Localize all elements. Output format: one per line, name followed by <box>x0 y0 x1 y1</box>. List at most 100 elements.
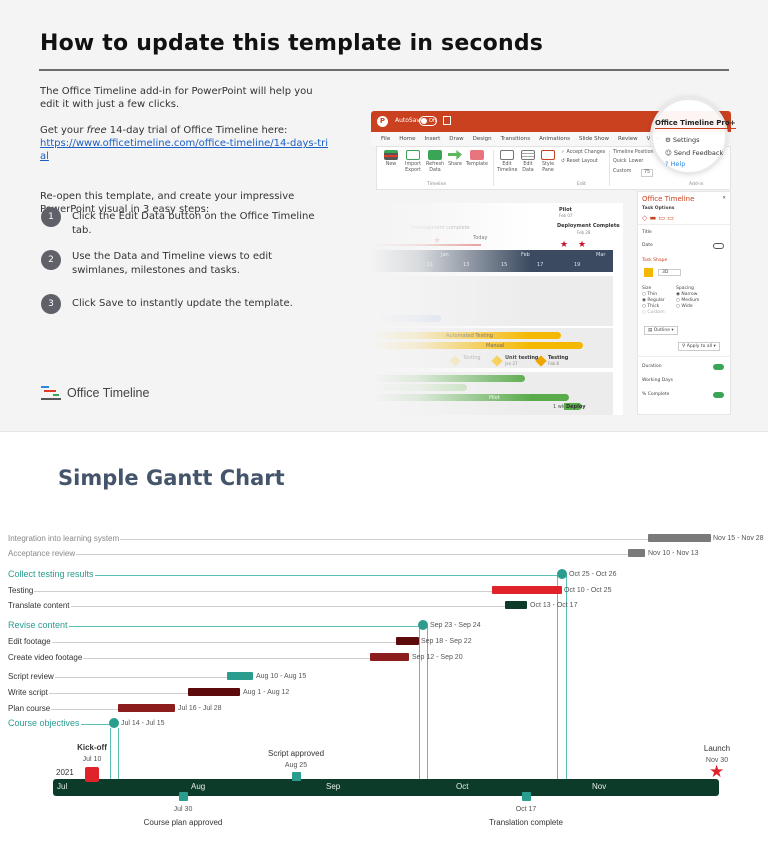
kickoff-square-icon[interactable] <box>85 767 99 782</box>
task-bar[interactable] <box>396 637 419 645</box>
apply-to-all-button[interactable]: ⚲ Apply to all ▾ <box>678 342 720 351</box>
shape-select[interactable]: 3D <box>658 269 682 276</box>
launch-star-icon[interactable]: ★ <box>709 762 725 782</box>
size-thin[interactable]: ○ Thin <box>642 292 658 297</box>
task-label: Testing <box>8 585 35 596</box>
refresh-data-button[interactable]: Refresh Data <box>426 150 444 174</box>
tab-home[interactable]: Home <box>399 136 416 142</box>
tab-slide-show[interactable]: Slide Show <box>579 136 610 142</box>
size-custom[interactable]: ○ Custom <box>642 310 665 315</box>
logo-text: Office Timeline <box>67 386 150 400</box>
milestone-connector <box>557 575 558 779</box>
script-approved-square-icon[interactable] <box>292 772 301 781</box>
gantt-row: Integration into learning system Nov 15 … <box>8 533 768 545</box>
trial-prefix: Get your <box>40 125 87 136</box>
step-text: Use the Data and Timeline views to edit … <box>72 251 273 276</box>
step-text: Click Save to instantly update the templ… <box>72 298 293 309</box>
reset-layout-button[interactable]: ↺ Reset Layout <box>561 159 598 165</box>
help-button[interactable]: ? Help <box>665 160 685 168</box>
tab-insert[interactable]: Insert <box>424 136 441 142</box>
milestone-connector <box>110 728 111 779</box>
color-swatch[interactable] <box>644 268 653 277</box>
spacing-wide[interactable]: ○ Wide <box>676 304 693 309</box>
row-leader-line <box>8 606 505 607</box>
milestone-pilot: Pilot <box>559 207 572 213</box>
edit-data-icon <box>521 150 535 160</box>
tick-label: 17 <box>537 262 544 268</box>
size-regular[interactable]: ◉ Regular <box>642 298 665 303</box>
tick-label: 19 <box>574 262 581 268</box>
powerpoint-titlebar: P AutoSave Off <box>371 111 731 132</box>
star-icon: ★ <box>578 240 587 250</box>
task-bar[interactable] <box>188 688 240 696</box>
help-icon: ? <box>665 160 671 168</box>
milestone-script-approved-label: Script approved <box>267 749 325 758</box>
task-dates: Oct 13 - Oct 17 <box>530 602 578 609</box>
task-label: Acceptance review <box>8 548 77 559</box>
save-icon[interactable] <box>443 116 451 125</box>
button-label: Edit Timeline <box>497 162 518 173</box>
task-dates: Nov 15 - Nov 28 <box>713 535 764 542</box>
accept-changes-button[interactable]: ✓ Accept Changes <box>561 150 605 156</box>
date-toggle[interactable] <box>713 243 724 249</box>
milestone-dot[interactable] <box>109 718 119 728</box>
row-leader-line <box>8 693 188 694</box>
tab-design[interactable]: Design <box>472 136 492 142</box>
tab-file[interactable]: File <box>381 136 391 142</box>
milestone-connector <box>419 626 420 779</box>
percent-complete-toggle[interactable] <box>713 392 724 398</box>
button-label: Import Export <box>405 162 421 173</box>
settings-button[interactable]: ⚙ Settings <box>665 136 700 144</box>
close-icon[interactable]: ✕ <box>722 196 726 201</box>
row-leader-line <box>8 626 418 627</box>
autosave-label: AutoSave <box>395 117 424 124</box>
task-bar[interactable] <box>505 601 527 609</box>
tab-transitions[interactable]: Transitions <box>500 136 531 142</box>
gantt-row-milestone: Revise content Sep 23 - Sep 24 <box>8 620 768 632</box>
template-button[interactable]: Template <box>466 150 488 168</box>
tab-review[interactable]: Review <box>618 136 638 142</box>
milestone-connector <box>118 728 119 779</box>
milestone-dot[interactable] <box>557 569 567 579</box>
share-button[interactable]: Share <box>447 150 463 168</box>
task-bar[interactable] <box>628 549 645 557</box>
outline-dropdown[interactable]: ▤ Outline ▾ <box>644 326 678 335</box>
tab-draw[interactable]: Draw <box>449 136 464 142</box>
task-dates: Aug 10 - Aug 15 <box>256 673 307 680</box>
send-feedback-button[interactable]: ☺ Send Feedback <box>665 149 723 157</box>
shape-options-icons[interactable]: ◇ ▬ ▭ ▭ <box>642 214 674 222</box>
custom-position-input[interactable]: 75 <box>641 169 654 177</box>
milestone-dates: Sep 23 - Sep 24 <box>430 622 481 629</box>
milestone-dot[interactable] <box>418 620 428 630</box>
row-leader-line <box>8 658 370 659</box>
gantt-row: Write script Aug 1 - Aug 12 <box>8 687 768 699</box>
style-pane-button[interactable]: Style Pane <box>539 150 557 174</box>
trial-link[interactable]: https://www.officetimeline.com/office-ti… <box>40 138 329 162</box>
spacing-medium[interactable]: ○ Medium <box>676 298 700 303</box>
size-thick[interactable]: ○ Thick <box>642 304 660 309</box>
button-label: Accept Changes <box>566 150 606 155</box>
autosave-toggle[interactable]: Off <box>419 116 437 126</box>
new-button[interactable]: New <box>383 150 399 168</box>
month-nov: Nov <box>592 782 607 791</box>
tab-animations[interactable]: Animations <box>539 136 570 142</box>
translation-square-icon[interactable] <box>522 792 531 801</box>
task-bar[interactable] <box>370 653 409 661</box>
task-bar[interactable] <box>648 534 711 542</box>
spacing-narrow[interactable]: ◉ Narrow <box>676 292 698 297</box>
ribbon-separator <box>609 150 610 186</box>
divider <box>638 356 730 357</box>
task-bar[interactable] <box>118 704 175 712</box>
task-bar[interactable] <box>492 586 562 594</box>
course-plan-square-icon[interactable] <box>179 792 188 801</box>
share-icon <box>448 150 462 160</box>
position-select[interactable]: Lower <box>629 159 644 164</box>
duration-toggle[interactable] <box>713 364 724 370</box>
office-timeline-pro-tab[interactable]: Office Timeline Pro+ <box>655 119 736 129</box>
edit-timeline-button[interactable]: Edit Timeline <box>497 150 517 174</box>
edit-data-button[interactable]: Edit Data <box>519 150 537 174</box>
month-sep: Sep <box>326 782 341 791</box>
task-bar[interactable] <box>227 672 253 680</box>
task-label: Deploy <box>566 404 586 410</box>
import-export-button[interactable]: Import Export <box>403 150 423 174</box>
